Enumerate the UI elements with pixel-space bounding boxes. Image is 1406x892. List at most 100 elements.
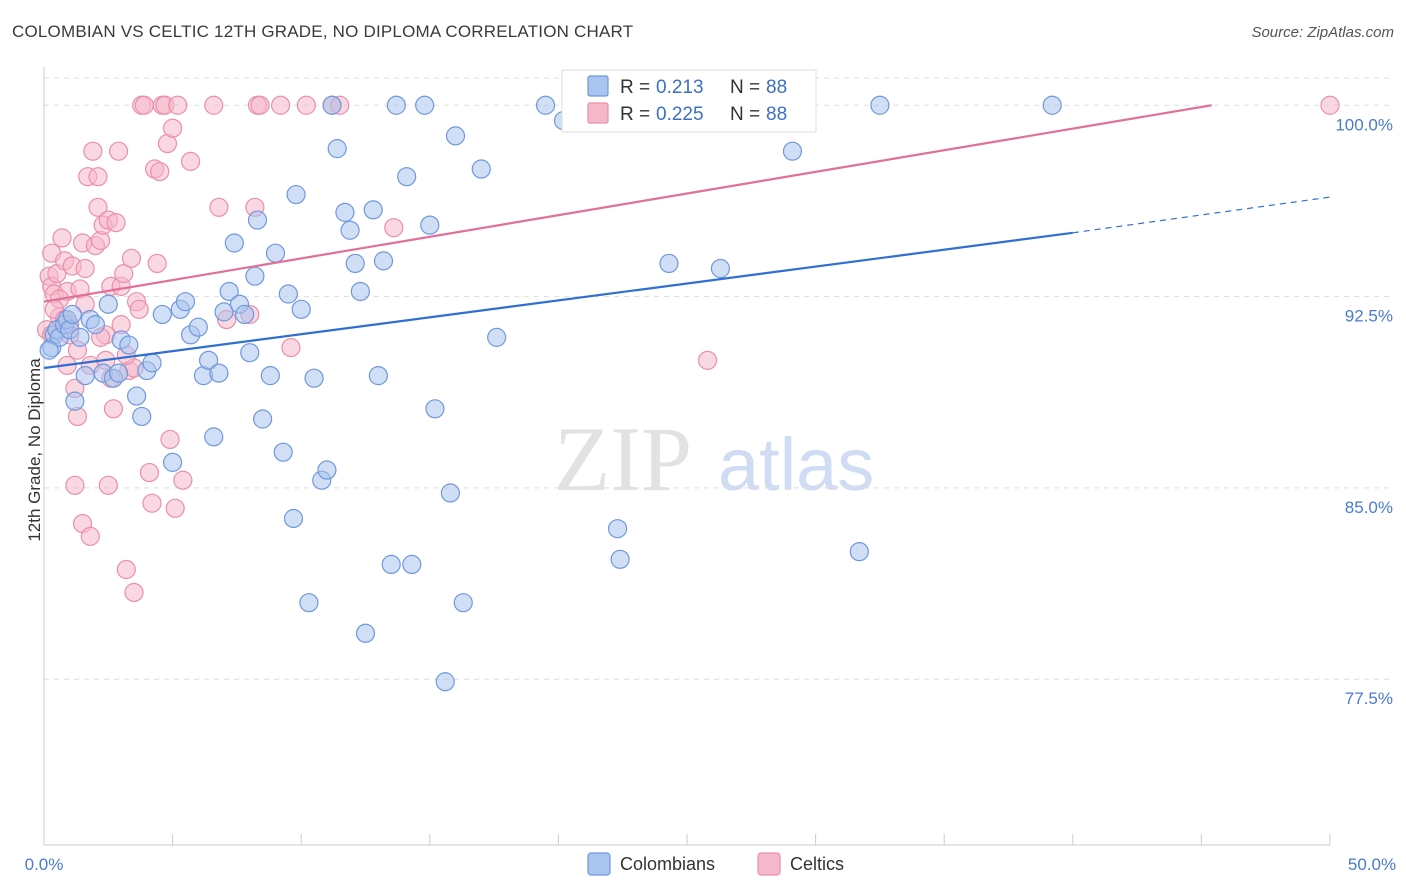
y-tick-label: 85.0% <box>1345 498 1393 517</box>
colombians-point <box>425 399 445 419</box>
axes <box>43 67 1331 846</box>
colombians-point <box>445 126 466 146</box>
colombians-point <box>199 350 219 370</box>
celtics-point <box>88 167 108 187</box>
colombians-point <box>1042 95 1062 115</box>
celtics-point <box>108 141 129 161</box>
colombians-point <box>163 452 183 472</box>
colombians-point <box>119 335 139 355</box>
celtics-point <box>139 462 160 483</box>
colombians-point <box>299 593 319 613</box>
celtics-point <box>384 218 404 238</box>
colombians-point <box>65 391 85 411</box>
celtics-point <box>80 526 100 546</box>
colombians-point <box>247 210 268 230</box>
colombians-point <box>98 294 118 314</box>
series-celtics <box>36 95 1340 603</box>
colombians-trend-extension <box>1072 196 1331 234</box>
colombians-point <box>291 299 311 319</box>
colombians-point <box>85 315 106 335</box>
colombians-point <box>397 167 417 187</box>
colombians-point <box>317 460 337 480</box>
chart-title: COLOMBIAN VS CELTIC 12TH GRADE, NO DIPLO… <box>12 22 634 41</box>
celtics-point <box>103 399 124 419</box>
colombians-point <box>420 215 440 235</box>
colombians-point <box>283 508 304 529</box>
colombians-point <box>253 409 273 429</box>
watermark: ZIP atlas <box>554 408 874 510</box>
colombians-point <box>209 363 229 383</box>
celtics-point <box>168 95 188 115</box>
colombians-point <box>440 483 460 503</box>
bottom-legend-celtics: Celtics <box>790 854 844 874</box>
legend-celtics-r-label: R = <box>620 104 650 125</box>
colombians-point <box>453 593 473 613</box>
colombians-point <box>75 366 95 386</box>
colombians-point <box>327 139 347 159</box>
celtics-point <box>124 582 144 603</box>
bottom-legend-colombians: Colombians <box>620 854 715 874</box>
celtics-point <box>52 228 72 248</box>
colombians-point <box>235 304 255 325</box>
celtics-point <box>181 151 201 171</box>
colombians-point <box>273 442 293 462</box>
colombians-point <box>142 353 162 373</box>
y-tick-label: 77.5% <box>1345 689 1393 708</box>
colombians-point <box>340 220 360 240</box>
celtics-point <box>98 475 118 495</box>
watermark-zip: ZIP <box>554 408 692 510</box>
watermark-atlas: atlas <box>718 423 874 506</box>
colombians-point <box>204 427 224 447</box>
celtics-point <box>165 498 185 518</box>
colombians-point <box>219 281 239 302</box>
celtics-point <box>250 95 270 115</box>
celtics-point <box>106 213 126 233</box>
legend-celtics-r-value: 0.225 <box>656 104 704 125</box>
x-tick-label-min: 0.0% <box>25 855 64 874</box>
legend-swatch-celtics <box>587 102 609 124</box>
legend-colombians-r-value: 0.213 <box>656 77 704 98</box>
bottom-legend: Colombians Celtics <box>587 852 844 876</box>
gridlines <box>44 77 1392 680</box>
colombians-point <box>350 281 370 302</box>
chart-source: Source: ZipAtlas.com <box>1251 24 1394 41</box>
celtics-point <box>134 95 154 115</box>
colombians-point <box>386 95 406 115</box>
colombians-point <box>368 366 388 386</box>
colombians-point <box>70 327 90 347</box>
colombians-point <box>870 95 890 115</box>
celtics-point <box>83 141 103 161</box>
celtics-point <box>75 258 95 279</box>
colombians-point <box>607 519 628 539</box>
y-tick-labels: 77.5% 85.0% 92.5% 100.0% <box>1335 115 1393 708</box>
colombians-point <box>245 266 265 286</box>
legend-celtics-n-label: N = <box>730 104 760 125</box>
colombians-point <box>188 317 208 337</box>
bottom-legend-swatch-colombians <box>587 852 611 876</box>
celtics-point <box>142 493 162 513</box>
celtics-trend-line <box>43 104 1212 303</box>
colombians-point <box>224 233 244 253</box>
celtics-point <box>65 475 85 495</box>
celtics-point <box>163 118 183 138</box>
legend-colombians-n-label: N = <box>730 77 760 98</box>
colombians-point <box>335 202 355 222</box>
colombians-point <box>240 343 260 363</box>
legend-swatch-colombians <box>587 75 609 97</box>
colombians-point <box>108 363 129 383</box>
celtics-point <box>116 559 136 580</box>
series-colombians <box>39 95 1062 692</box>
colombians-point <box>415 95 435 115</box>
celtics-point <box>129 299 149 319</box>
colombians-point <box>214 302 234 322</box>
colombians-point <box>402 554 422 575</box>
colombians-point <box>435 672 455 692</box>
colombians-point <box>345 253 365 274</box>
celtics-point <box>697 350 718 370</box>
celtics-point <box>147 253 167 274</box>
colombians-trend-line <box>43 231 1073 370</box>
colombians-point <box>363 200 383 220</box>
colombians-point <box>322 95 342 115</box>
colombians-point <box>265 243 286 263</box>
